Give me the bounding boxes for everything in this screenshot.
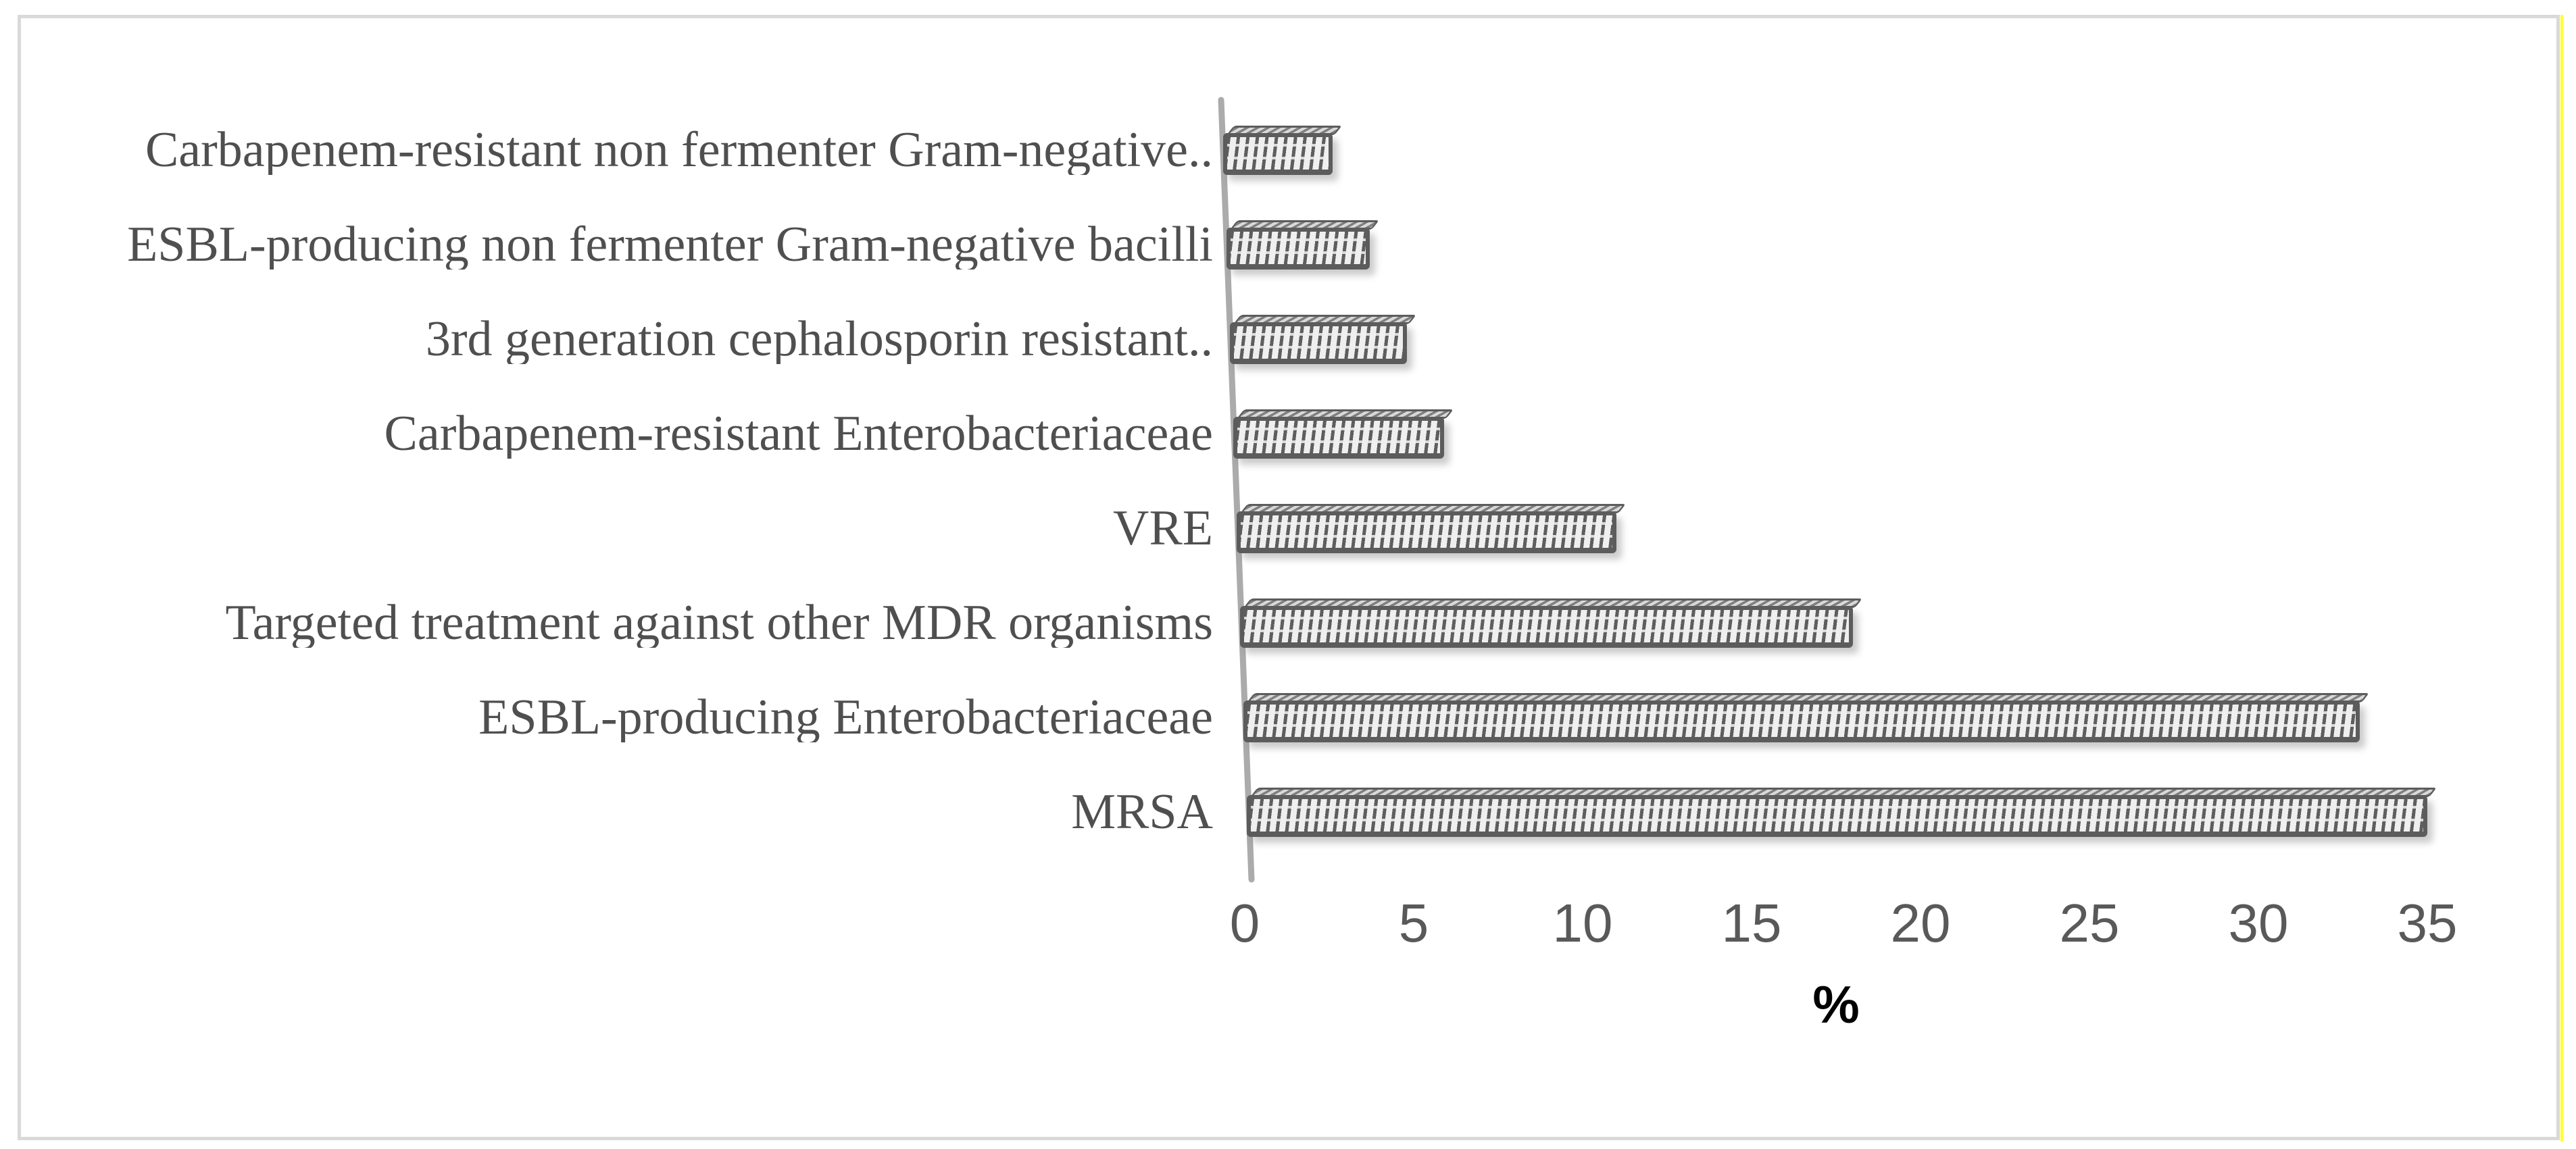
category-row: ESBL-producing non fermenter Gram-negati… xyxy=(0,197,2527,292)
x-tick-label: 10 xyxy=(1552,893,1613,953)
bar-area xyxy=(1213,103,2527,197)
x-tick-label: 15 xyxy=(1721,893,1782,953)
category-row: Targeted treatment against other MDR org… xyxy=(0,576,2527,670)
category-row: Carbapenem-resistant non fermenter Gram-… xyxy=(0,103,2527,197)
x-axis-title: % xyxy=(1812,975,1860,1034)
bar-area xyxy=(1213,292,2527,386)
category-row: ESBL-producing Enterobacteriaceae xyxy=(0,670,2527,765)
category-row: VRE xyxy=(0,481,2527,576)
bar-area xyxy=(1213,576,2527,670)
x-tick-label: 25 xyxy=(2059,893,2120,953)
bar xyxy=(1237,511,1616,553)
x-axis-ticks: 0 5 10 15 20 25 30 35 xyxy=(1230,893,2461,961)
x-tick-label: 5 xyxy=(1398,893,1429,953)
bar-area xyxy=(1213,197,2527,292)
bar xyxy=(1227,228,1370,270)
category-label: Targeted treatment against other MDR org… xyxy=(225,598,1213,648)
x-tick-label: 30 xyxy=(2228,893,2289,953)
rows-container: Carbapenem-resistant non fermenter Gram-… xyxy=(0,103,2527,859)
category-label: Carbapenem-resistant non fermenter Gram-… xyxy=(145,125,1213,175)
category-label: 3rd generation cephalosporin resistant.. xyxy=(425,314,1213,364)
bar xyxy=(1233,417,1444,459)
figure-frame xyxy=(18,15,2560,1140)
category-label: Carbapenem-resistant Enterobacteriaceae xyxy=(384,409,1213,459)
bar-area xyxy=(1213,481,2527,576)
category-label: MRSA xyxy=(1071,787,1213,837)
category-row: Carbapenem-resistant Enterobacteriaceae xyxy=(0,386,2527,481)
category-label: ESBL-producing non fermenter Gram-negati… xyxy=(127,220,1213,270)
bar-area xyxy=(1213,386,2527,481)
bar xyxy=(1223,133,1333,175)
x-tick-label: 0 xyxy=(1229,893,1260,953)
category-label: ESBL-producing Enterobacteriaceae xyxy=(478,692,1213,742)
bar xyxy=(1230,322,1407,364)
category-row: 3rd generation cephalosporin resistant.. xyxy=(0,292,2527,386)
category-row: MRSA xyxy=(0,765,2527,859)
bar-area xyxy=(1213,670,2527,765)
category-label: VRE xyxy=(1113,503,1213,553)
x-tick-label: 35 xyxy=(2397,893,2458,953)
bar-area xyxy=(1213,765,2527,859)
bar xyxy=(1243,700,2360,742)
bar xyxy=(1247,795,2427,837)
bar xyxy=(1240,606,1853,648)
x-tick-label: 20 xyxy=(1890,893,1951,953)
right-edge-highlight xyxy=(2560,15,2563,1142)
